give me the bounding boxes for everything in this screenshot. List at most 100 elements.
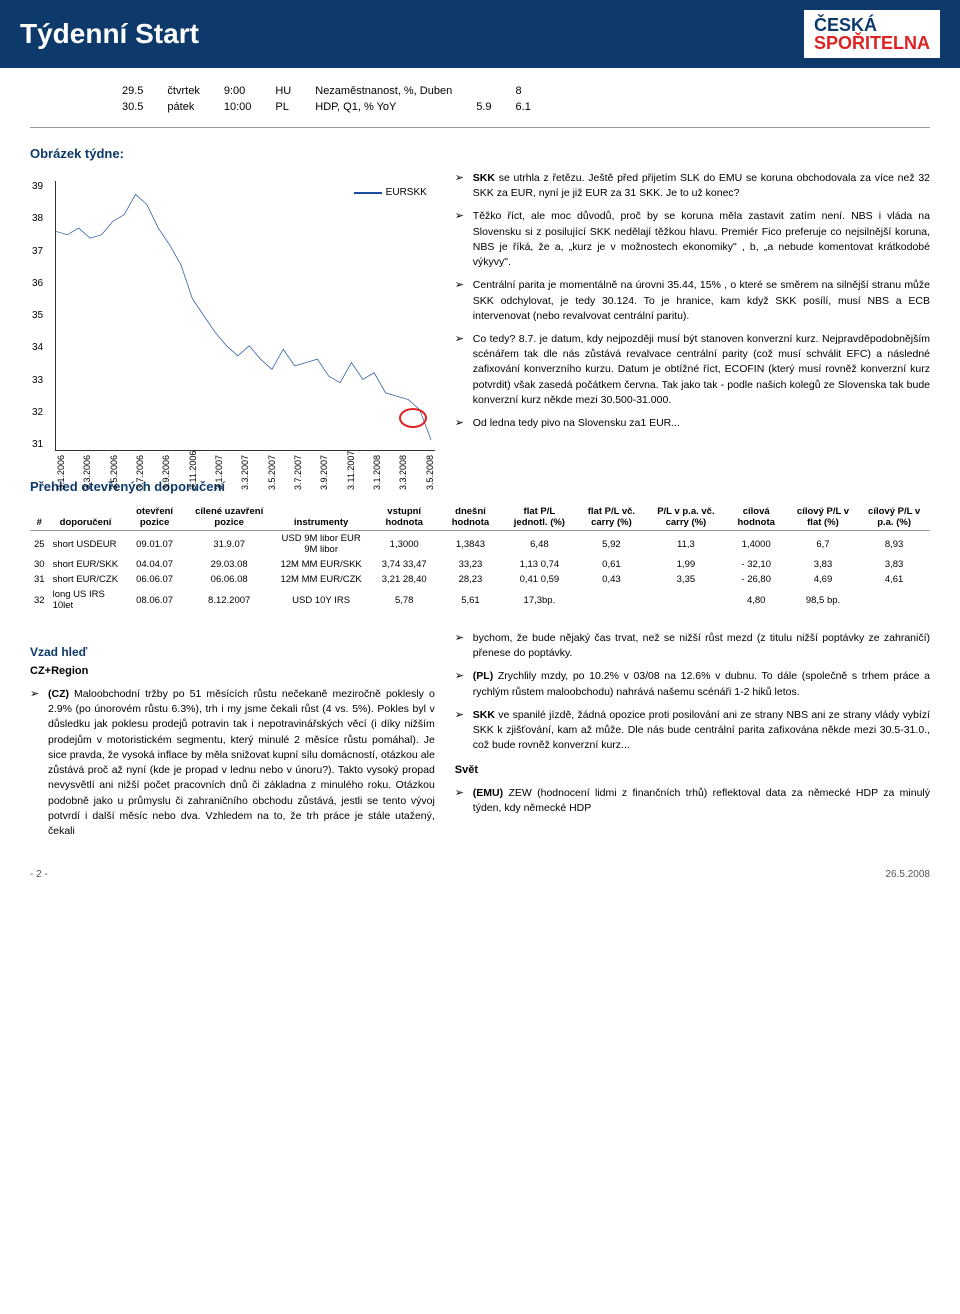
bullet-item: Od ledna tedy pivo na Slovensku za1 EUR.…: [455, 416, 930, 431]
vzad-title: Vzad hleď: [30, 645, 435, 659]
rec-header: #: [30, 504, 49, 531]
rec-cell: 33,23: [438, 557, 503, 572]
page-header: Týdenní Start ČESKÁ SPOŘITELNA: [0, 0, 960, 68]
x-tick: 3.9.2006: [161, 480, 171, 490]
y-axis: 393837363534333231: [32, 181, 43, 450]
cal-cell: HU: [263, 83, 303, 99]
rec-header: dnešní hodnota: [438, 504, 503, 531]
x-tick: 3.5.2006: [109, 480, 119, 490]
rec-cell: 31.9.07: [187, 531, 272, 558]
x-tick: 3.11.2006: [188, 480, 198, 490]
rec-cell: 3,83: [858, 557, 930, 572]
x-tick: 3.3.2007: [240, 480, 250, 490]
rec-header: cílová hodnota: [725, 504, 788, 531]
bullet-item: (EMU) ZEW (hodnocení lidmi z finančních …: [455, 786, 930, 816]
rec-cell: 5,92: [576, 531, 647, 558]
rec-cell: 8,93: [858, 531, 930, 558]
cal-cell: 5.9: [464, 99, 503, 115]
y-tick: 34: [32, 342, 43, 353]
rec-header: otevření pozice: [123, 504, 187, 531]
y-tick: 38: [32, 213, 43, 224]
x-tick: 3.9.2007: [319, 480, 329, 490]
header-title: Týdenní Start: [20, 18, 199, 50]
y-tick: 37: [32, 246, 43, 257]
rec-cell: 09.01.07: [123, 531, 187, 558]
rec-header: P/L v p.a. vč. carry (%): [647, 504, 724, 531]
bullet-item: Těžko říct, ale moc důvodů, proč by se k…: [455, 209, 930, 270]
x-tick: 3.3.2008: [398, 480, 408, 490]
bullet-item: (CZ) Maloobchodní tržby po 51 měsících r…: [30, 687, 435, 839]
x-tick: 3.11.2007: [346, 480, 356, 490]
rec-cell: 31: [30, 572, 49, 587]
rec-cell: 0,43: [576, 572, 647, 587]
cal-cell: pátek: [155, 99, 211, 115]
cal-cell: Nezaměstnanost, %, Duben: [303, 83, 464, 99]
cal-cell: 9:00: [212, 83, 264, 99]
cz-region-title: CZ+Region: [30, 665, 435, 677]
rec-cell: 1,99: [647, 557, 724, 572]
bullet-item: SKK se utrhla z řetězu. Ještě před přije…: [455, 171, 930, 201]
bullet-item: (PL) Zrychlily mzdy, po 10.2% v 03/08 na…: [455, 669, 930, 699]
x-tick: 3.5.2008: [425, 480, 435, 490]
rec-cell: [576, 587, 647, 613]
x-tick: 3.5.2007: [267, 480, 277, 490]
rec-cell: 0,41 0,59: [503, 572, 576, 587]
rec-cell: 4,61: [858, 572, 930, 587]
x-tick: 3.1.2007: [214, 480, 224, 490]
rec-cell: 32: [30, 587, 49, 613]
x-tick: 3.1.2006: [56, 480, 66, 490]
page-footer: - 2 - 26.5.2008: [30, 869, 930, 890]
rec-cell: 5,61: [438, 587, 503, 613]
rec-cell: 12M MM EUR/SKK: [272, 557, 371, 572]
separator: [30, 127, 930, 128]
rec-cell: 28,23: [438, 572, 503, 587]
x-tick: 3.3.2006: [82, 480, 92, 490]
rec-cell: short EUR/SKK: [49, 557, 123, 572]
rec-cell: - 32,10: [725, 557, 788, 572]
y-tick: 31: [32, 439, 43, 450]
rec-cell: 08.06.07: [123, 587, 187, 613]
rec-cell: long US IRS 10let: [49, 587, 123, 613]
rec-header: instrumenty: [272, 504, 371, 531]
cal-cell: 30.5: [110, 99, 155, 115]
logo: ČESKÁ SPOŘITELNA: [804, 10, 940, 58]
rec-cell: 1,3000: [371, 531, 438, 558]
rec-cell: 06.06.07: [123, 572, 187, 587]
bullet-item: SKK ve spanilé jízdě, žádná opozice prot…: [455, 708, 930, 754]
rec-cell: 29.03.08: [187, 557, 272, 572]
rec-header: cílené uzavření pozice: [187, 504, 272, 531]
page-number: - 2 -: [30, 869, 48, 880]
cz-bullets: (CZ) Maloobchodní tržby po 51 měsících r…: [30, 687, 435, 839]
rec-cell: 6,48: [503, 531, 576, 558]
rec-cell: 17,3bp.: [503, 587, 576, 613]
bullet-item: Centrální parita je momentálně na úrovni…: [455, 278, 930, 324]
rec-header: doporučení: [49, 504, 123, 531]
chart-section-title: Obrázek týdne:: [30, 146, 930, 161]
rec-cell: 3,83: [788, 557, 858, 572]
rec-cell: 4,80: [725, 587, 788, 613]
rec-cell: 30: [30, 557, 49, 572]
rec-cell: USD 9M libor EUR 9M libor: [272, 531, 371, 558]
footer-date: 26.5.2008: [886, 869, 931, 880]
cal-cell: čtvrtek: [155, 83, 211, 99]
rec-cell: 3,35: [647, 572, 724, 587]
rec-header: cílový P/L v flat (%): [788, 504, 858, 531]
rec-cell: 98,5 bp.: [788, 587, 858, 613]
cal-cell: PL: [263, 99, 303, 115]
cal-cell: 29.5: [110, 83, 155, 99]
rec-header: cílový P/L v p.a. (%): [858, 504, 930, 531]
chart-svg: [56, 181, 435, 450]
rec-cell: short USDEUR: [49, 531, 123, 558]
rec-cell: 3,74 33,47: [371, 557, 438, 572]
rec-header: vstupní hodnota: [371, 504, 438, 531]
x-axis: 3.1.20063.3.20063.5.20063.7.20063.9.2006…: [56, 490, 435, 500]
rec-cell: 3,21 28,40: [371, 572, 438, 587]
x-tick: 3.1.2008: [372, 480, 382, 490]
bullet-item: bychom, že bude nějaký čas trvat, než se…: [455, 631, 930, 661]
x-tick: 3.7.2006: [135, 480, 145, 490]
rec-cell: 8.12.2007: [187, 587, 272, 613]
cal-cell: HDP, Q1, % YoY: [303, 99, 464, 115]
chart-area: EURSKK 393837363534333231 3.1.20063.3.20…: [55, 181, 435, 451]
rec-cell: [647, 587, 724, 613]
rec-cell: 06.06.08: [187, 572, 272, 587]
